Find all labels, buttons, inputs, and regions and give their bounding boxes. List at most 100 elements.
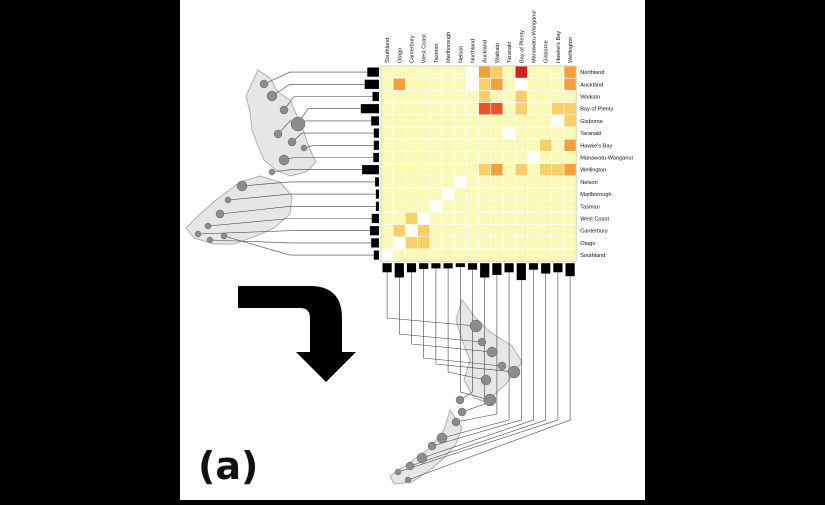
connector-line — [397, 272, 559, 473]
top-label: Auckland — [483, 40, 489, 63]
map-node — [486, 346, 498, 358]
matrix-cell — [466, 187, 479, 201]
right-label: Tasman — [580, 204, 600, 210]
matrix-cell — [466, 126, 479, 140]
matrix-cell — [441, 114, 455, 128]
matrix-cell — [429, 175, 443, 189]
bottom-bar — [419, 263, 429, 269]
matrix-cell — [490, 199, 504, 213]
matrix-cell — [514, 163, 528, 177]
matrix-cell — [417, 236, 431, 250]
matrix-cell — [453, 175, 467, 189]
matrix-cell — [563, 187, 577, 201]
right-label: Gisborne — [580, 119, 603, 125]
matrix-cell — [380, 102, 394, 116]
top-label: Marlborough — [446, 32, 452, 63]
matrix-cell — [539, 151, 553, 164]
matrix-cell — [563, 138, 577, 152]
matrix-cell — [441, 65, 455, 79]
matrix-cell — [453, 212, 467, 225]
connector-line — [223, 235, 374, 256]
matrix-cell — [392, 248, 406, 262]
matrix-cell — [405, 212, 418, 225]
connector-line — [386, 272, 477, 327]
matrix-cell — [417, 187, 431, 201]
matrix-cell — [380, 175, 394, 189]
bottom-bar — [492, 263, 502, 275]
bottom-bar — [504, 263, 514, 273]
bottom-bar — [406, 263, 417, 273]
top-label: Gisborne — [544, 40, 550, 63]
connector-line — [435, 268, 515, 373]
connector-line — [441, 272, 510, 439]
matrix-cell — [527, 175, 540, 189]
matrix-cell — [466, 151, 479, 164]
right-label: Northland — [580, 70, 604, 76]
matrix-cell — [551, 138, 565, 152]
matrix-cell — [551, 114, 565, 128]
panel-label: (a) — [198, 444, 259, 488]
matrix-cell — [502, 126, 516, 140]
top-label: Hawke's Bay — [556, 31, 562, 63]
connector-line — [271, 84, 365, 97]
matrix-cell — [478, 199, 492, 213]
matrix-cell — [478, 151, 492, 164]
matrix-cell — [380, 163, 394, 177]
matrix-cell — [392, 77, 406, 91]
matrix-cell — [514, 212, 528, 225]
map-node — [457, 407, 467, 417]
matrix-cell — [563, 224, 577, 238]
matrix-cell — [441, 138, 455, 152]
connector-line — [303, 145, 374, 149]
left-bar — [364, 79, 379, 89]
matrix-cell — [502, 151, 516, 164]
matrix-cell — [441, 224, 455, 238]
connector-line — [409, 273, 547, 467]
matrix-cell — [490, 90, 504, 103]
matrix-cell — [453, 90, 467, 103]
map-node — [268, 168, 276, 176]
matrix-cell — [429, 163, 443, 177]
bottom-bar — [394, 263, 404, 278]
matrix-cell — [380, 77, 394, 91]
matrix-cell — [466, 175, 479, 189]
matrix-cell — [514, 151, 528, 164]
left-bar — [373, 152, 379, 163]
connector-line — [455, 274, 498, 423]
matrix-cell — [417, 212, 431, 225]
right-label: Bay of Plenty — [580, 107, 613, 113]
matrix-cell — [478, 126, 492, 140]
left-bar — [375, 201, 379, 211]
matrix-cell — [527, 126, 540, 140]
matrix-cell — [490, 212, 504, 225]
left-bar — [362, 165, 379, 175]
matrix-cell — [490, 163, 504, 177]
matrix-cell — [563, 199, 577, 213]
matrix-cell — [429, 199, 443, 213]
connector-line — [241, 181, 376, 187]
connector-line — [407, 276, 571, 481]
map-node — [483, 393, 497, 407]
matrix-cell — [441, 77, 455, 91]
left-bar — [375, 177, 379, 187]
matrix-cell — [551, 151, 565, 164]
matrix-cell — [392, 187, 406, 201]
matrix-cell — [478, 77, 492, 91]
matrix-cell — [392, 138, 406, 152]
matrix-cell — [441, 151, 455, 164]
matrix-cell — [539, 199, 553, 213]
matrix-cell — [563, 90, 577, 103]
right-label: Waikato — [580, 95, 600, 101]
matrix-cell — [417, 114, 431, 128]
top-label: Nelson — [458, 46, 464, 63]
bottom-bars — [382, 263, 575, 281]
matrix-cell — [417, 175, 431, 189]
matrix-cell — [441, 163, 455, 177]
matrix-cell — [453, 224, 467, 238]
matrix-cell — [563, 163, 577, 177]
matrix-cell — [478, 102, 492, 116]
top-label: Wellington — [568, 37, 574, 63]
matrix-cell — [539, 175, 553, 189]
top-label: Canterbury — [410, 35, 416, 63]
matrix-cell — [514, 126, 528, 140]
